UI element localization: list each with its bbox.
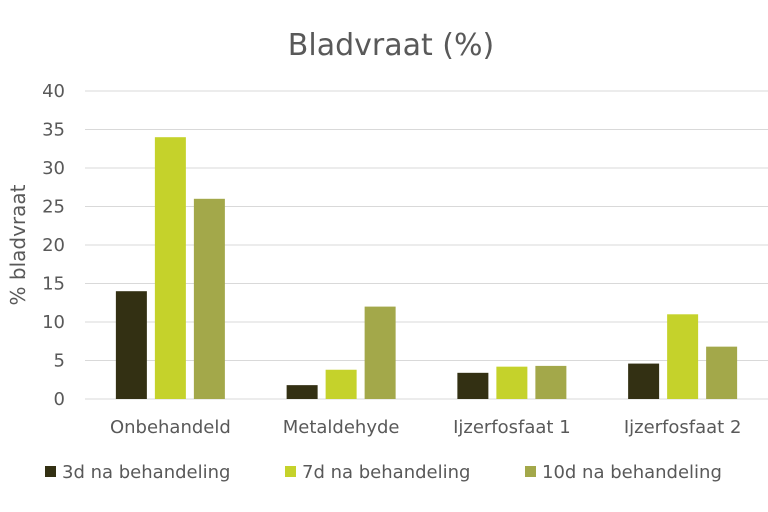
y-tick-label: 10 [42, 312, 65, 333]
y-tick-label: 40 [42, 81, 65, 102]
y-tick-label: 30 [42, 158, 65, 179]
legend-label: 3d na behandeling [62, 462, 230, 483]
bar [286, 385, 318, 399]
y-tick-label: 25 [42, 197, 65, 218]
bar [535, 365, 567, 399]
bars [115, 137, 738, 399]
bar [667, 314, 699, 399]
x-axis-categories: Onbehandeld Metaldehyde Ijzerfosfaat 1 Ijze… [110, 417, 741, 438]
y-axis-label: % bladvraat [6, 184, 30, 305]
bar [706, 346, 738, 399]
chart-title: Bladvraat (%) [288, 28, 494, 63]
y-tick-label: 35 [42, 120, 65, 141]
y-tick-label: 15 [42, 274, 65, 295]
y-tick-label: 5 [54, 351, 65, 372]
legend: 3d na behandeling 7d na behandeling 10d na… [45, 462, 722, 483]
legend-swatch [45, 466, 56, 477]
bar [154, 137, 186, 399]
bar [115, 291, 147, 399]
legend-label: 10d na behandeling [542, 462, 722, 483]
x-category-label: Onbehandeld [110, 417, 231, 438]
gridlines [85, 90, 768, 400]
legend-label: 7d na behandeling [302, 462, 470, 483]
y-axis-ticks: 0 5 10 15 20 25 30 35 40 [42, 81, 65, 410]
x-category-label: Ijzerfosfaat 2 [624, 417, 742, 438]
bar [325, 369, 357, 399]
bar [496, 366, 528, 399]
bar [457, 372, 489, 399]
legend-swatch [525, 466, 536, 477]
bar [364, 306, 396, 399]
bar [193, 198, 225, 399]
legend-swatch [285, 466, 296, 477]
x-category-label: Ijzerfosfaat 1 [453, 417, 571, 438]
x-category-label: Metaldehyde [283, 417, 400, 438]
y-tick-label: 0 [54, 389, 65, 410]
bar [628, 363, 660, 399]
y-tick-label: 20 [42, 235, 65, 256]
